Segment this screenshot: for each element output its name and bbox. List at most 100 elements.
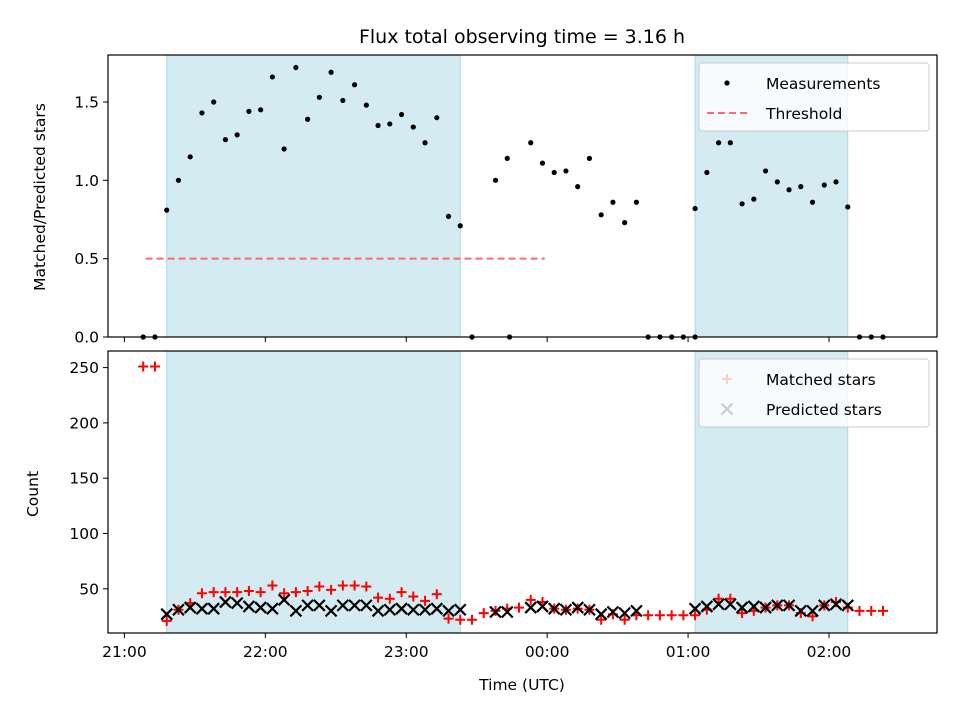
predicted-star-point bbox=[371, 604, 385, 618]
measurement-point bbox=[258, 107, 264, 113]
measurement-point bbox=[246, 108, 252, 114]
y-tick-label: 1.5 bbox=[74, 94, 99, 112]
matched-star-point bbox=[713, 593, 724, 604]
matched-star-point bbox=[255, 587, 266, 598]
measurement-point bbox=[692, 205, 698, 212]
measurement-point bbox=[363, 102, 369, 108]
predicted-star-point bbox=[817, 599, 831, 612]
matched-star-point bbox=[220, 587, 231, 598]
predicted-star-point bbox=[266, 602, 279, 615]
matched-star-point bbox=[737, 608, 748, 619]
predicted-star-point bbox=[219, 595, 232, 609]
predicted-star-point bbox=[383, 603, 397, 617]
matched-star-point bbox=[149, 361, 160, 372]
predicted-star-point bbox=[806, 604, 819, 618]
predicted-star-point bbox=[195, 602, 209, 615]
measurement-point bbox=[798, 184, 804, 190]
measurement-point bbox=[492, 177, 499, 183]
predicted-star-point bbox=[254, 601, 267, 614]
matched-star-point bbox=[513, 602, 524, 613]
measurement-point bbox=[187, 154, 193, 160]
matched-star-point bbox=[267, 580, 278, 591]
predicted-star-point bbox=[230, 596, 244, 610]
measurement-point bbox=[809, 199, 816, 205]
measurement-point bbox=[457, 223, 463, 229]
y-tick-label: 100 bbox=[69, 525, 99, 543]
predicted-star-point bbox=[536, 600, 549, 613]
legend-measurement-marker bbox=[724, 80, 730, 86]
y-tick-label: 0.5 bbox=[74, 250, 99, 268]
predicted-star-point bbox=[583, 603, 596, 617]
y-tick-label: 150 bbox=[69, 470, 99, 488]
matched-star-point bbox=[361, 581, 372, 592]
y-tick-label: 200 bbox=[69, 414, 99, 432]
measurement-point bbox=[563, 168, 569, 174]
predicted-star-point bbox=[430, 602, 444, 615]
matched-star-point bbox=[326, 584, 337, 595]
predicted-star-point bbox=[336, 599, 350, 612]
y-tick-label: 1.0 bbox=[74, 172, 99, 190]
matched-star-point bbox=[619, 614, 630, 625]
measurement-point bbox=[610, 199, 616, 205]
legend-box bbox=[698, 358, 930, 428]
predicted-star-point bbox=[524, 601, 537, 614]
measurement-point bbox=[739, 201, 745, 207]
predicted-star-point bbox=[407, 603, 420, 617]
measurement-point bbox=[293, 64, 299, 71]
legend-label: Measurements bbox=[766, 75, 881, 93]
measurement-point bbox=[434, 115, 440, 121]
matched-star-point bbox=[431, 589, 442, 600]
predicted-star-point bbox=[771, 599, 784, 612]
predicted-star-point bbox=[301, 599, 314, 612]
predicted-star-point bbox=[571, 601, 584, 614]
measurement-point bbox=[316, 94, 322, 100]
matched-star-point bbox=[467, 614, 478, 625]
predicted-star-point bbox=[453, 603, 467, 617]
matched-star-point bbox=[302, 585, 313, 596]
matched-star-point bbox=[596, 614, 607, 625]
matched-star-point bbox=[525, 594, 536, 605]
measurement-point bbox=[328, 69, 334, 75]
matched-star-point bbox=[443, 613, 454, 624]
matched-star-point bbox=[420, 595, 431, 606]
predicted-star-point bbox=[289, 604, 303, 618]
predicted-star-point bbox=[348, 599, 361, 612]
matched-star-point bbox=[396, 587, 407, 598]
matched-star-point bbox=[877, 605, 888, 616]
predicted-star-point bbox=[559, 603, 573, 617]
matched-star-point bbox=[807, 611, 818, 622]
matched-star-point bbox=[690, 610, 701, 621]
x-tick-label: 01:00 bbox=[666, 643, 711, 661]
predicted-star-point bbox=[360, 599, 373, 612]
measurement-point bbox=[715, 140, 722, 146]
measurement-point bbox=[164, 207, 170, 213]
y-tick-label: 0.0 bbox=[74, 329, 99, 347]
measurement-point bbox=[340, 97, 346, 104]
measurement-point bbox=[786, 187, 792, 193]
matched-star-point bbox=[138, 361, 149, 372]
matched-star-point bbox=[196, 588, 207, 599]
measurement-point bbox=[375, 122, 381, 129]
legend-label: Predicted stars bbox=[766, 401, 882, 419]
measurement-point bbox=[704, 169, 710, 176]
legend-box bbox=[698, 62, 930, 132]
x-tick-label: 02:00 bbox=[807, 643, 852, 661]
predicted-star-point bbox=[782, 599, 796, 612]
measurement-point bbox=[387, 121, 393, 127]
measurement-point bbox=[762, 168, 769, 174]
predicted-star-point bbox=[277, 593, 291, 607]
predicted-star-point bbox=[735, 601, 749, 614]
measurement-point bbox=[175, 177, 182, 183]
predicted-star-point bbox=[794, 604, 808, 618]
predicted-star-point bbox=[712, 597, 725, 611]
x-tick-label: 22:00 bbox=[243, 643, 288, 661]
measurement-point bbox=[727, 140, 733, 146]
matched-star-point bbox=[643, 610, 654, 621]
x-axis-label: Time (UTC) bbox=[478, 676, 565, 694]
legend-label: Threshold bbox=[765, 105, 842, 123]
ratio-panel: Matched/Predicted stars 0.0 0.5 1.0 1.5 Mea… bbox=[31, 54, 938, 347]
predicted-star-point bbox=[418, 603, 432, 617]
matched-star-point bbox=[243, 585, 254, 596]
matched-star-point bbox=[161, 615, 172, 626]
